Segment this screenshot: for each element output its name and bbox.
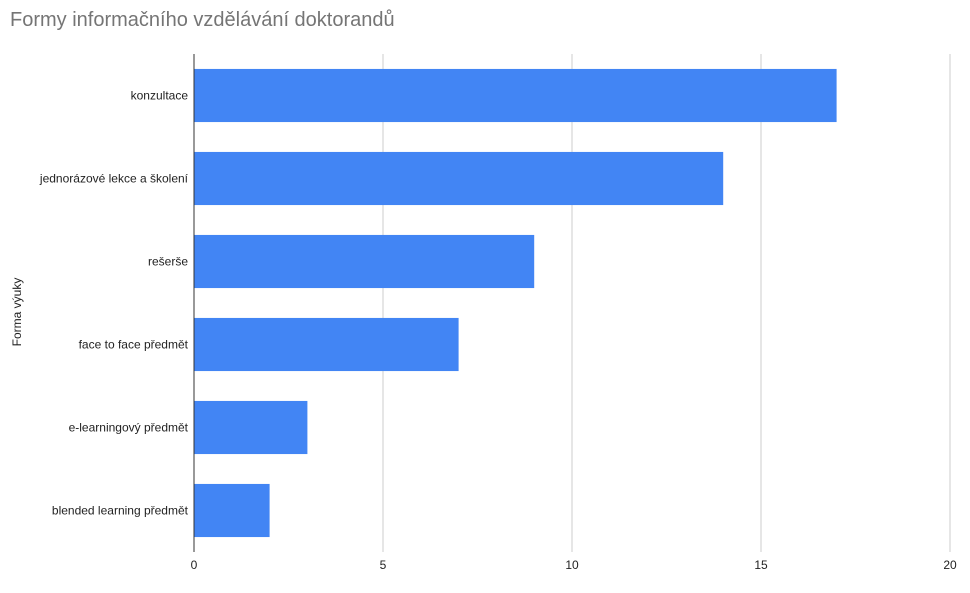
category-label: rešerše (148, 255, 188, 269)
category-label: blended learning předmět (52, 504, 189, 518)
x-tick-label: 20 (943, 558, 957, 572)
x-tick-label: 0 (191, 558, 198, 572)
category-label: jednorázové lekce a školení (39, 172, 189, 186)
x-tick-label: 15 (754, 558, 768, 572)
bar (194, 234, 535, 289)
category-label: face to face předmět (79, 338, 189, 352)
y-axis-label: Forma výuky (10, 278, 24, 347)
bar (194, 68, 837, 123)
gridlines (382, 54, 951, 552)
category-label: konzultace (131, 89, 189, 103)
category-label: e-learningový předmět (69, 421, 189, 435)
x-tick-label: 10 (565, 558, 579, 572)
chart-title: Formy informačního vzdělávání doktorandů (10, 9, 395, 31)
x-tick-labels: 0 5 10 15 20 (191, 558, 957, 572)
bar (194, 317, 459, 372)
x-tick-label: 5 (380, 558, 387, 572)
bar (194, 483, 270, 538)
bars (194, 68, 837, 538)
bar (194, 400, 308, 455)
category-labels: konzultace jednorázové lekce a školení reš… (39, 89, 189, 518)
bar (194, 151, 724, 206)
